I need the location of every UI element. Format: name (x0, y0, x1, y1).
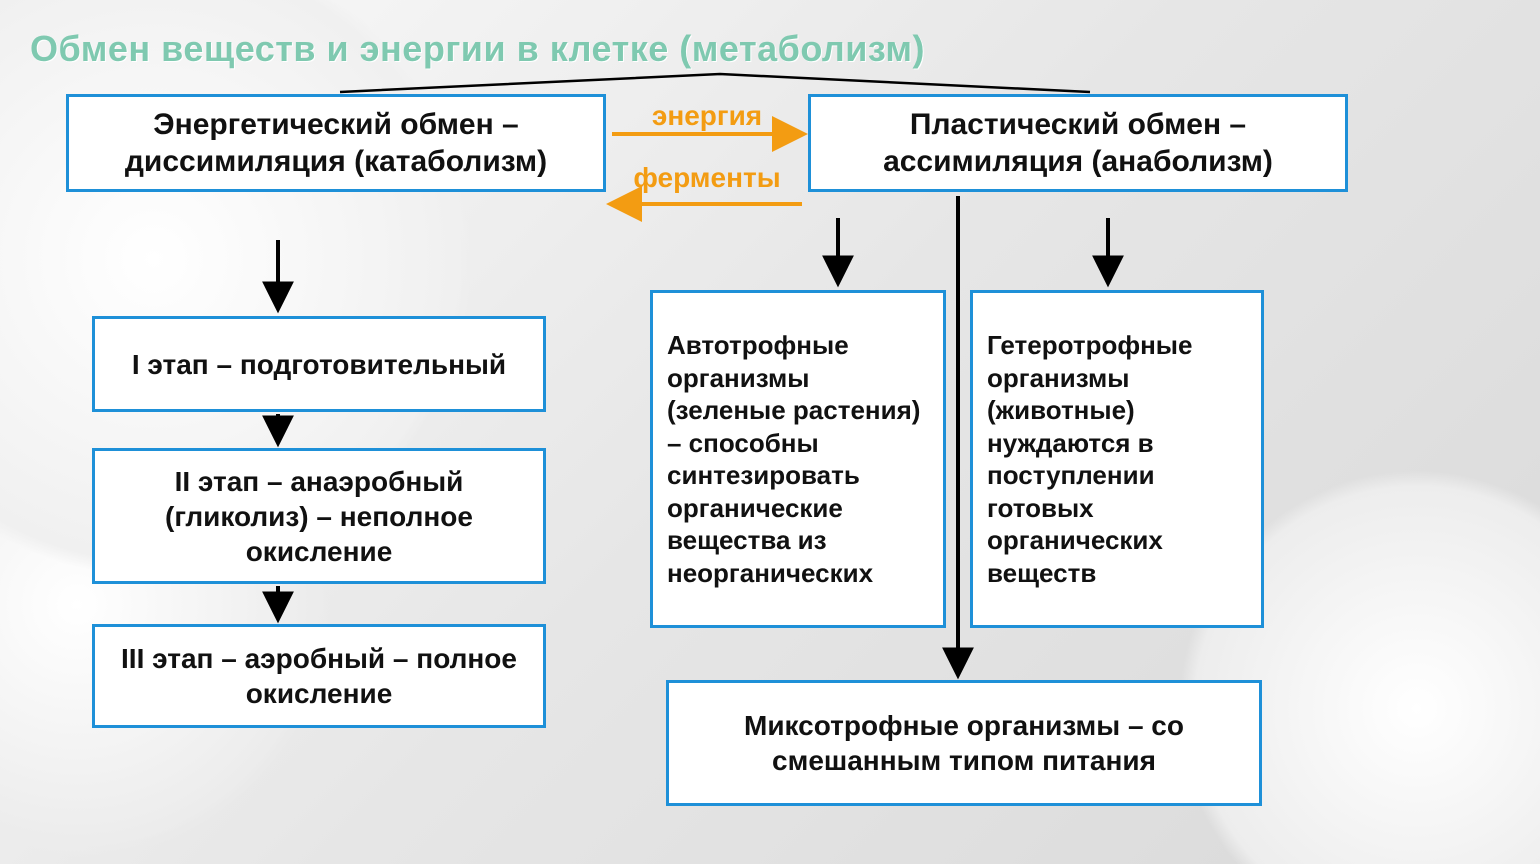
label-ferments: ферменты (612, 162, 802, 194)
box-stage-2: II этап – анаэробный (гликолиз) – неполн… (92, 448, 546, 584)
slide-title: Обмен веществ и энергии в клетке (метабо… (30, 28, 925, 70)
box-plastic-exchange: Пластический обмен – ассимиляция (анабол… (808, 94, 1348, 192)
label-energy: энергия (612, 100, 802, 132)
box-mixotrophic: Миксотрофные организмы – со смешанным ти… (666, 680, 1262, 806)
box-autotrophic: Автотрофные организмы (зеленые растения)… (650, 290, 946, 628)
title-bracket (340, 74, 1090, 92)
box-stage-3: III этап – аэробный – полное окисление (92, 624, 546, 728)
box-energy-exchange: Энергетический обмен – диссимиляция (кат… (66, 94, 606, 192)
box-heterotrophic: Гетеротрофные организмы (животные) нужда… (970, 290, 1264, 628)
box-stage-1: I этап – подготовительный (92, 316, 546, 412)
